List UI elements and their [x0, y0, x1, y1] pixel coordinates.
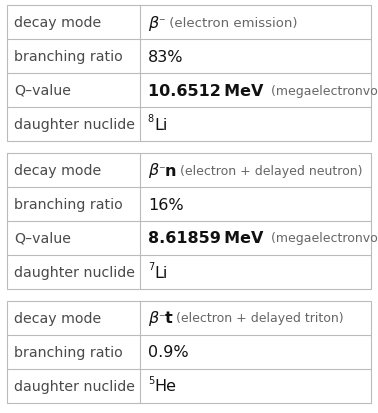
Text: Q–value: Q–value [14, 231, 71, 245]
Text: decay mode: decay mode [14, 164, 101, 178]
Text: β: β [148, 163, 158, 178]
Text: branching ratio: branching ratio [14, 345, 123, 359]
Text: daughter nuclide: daughter nuclide [14, 266, 135, 279]
Text: 10.6512 MeV: 10.6512 MeV [148, 83, 263, 98]
Text: branching ratio: branching ratio [14, 50, 123, 64]
Text: 0.9%: 0.9% [148, 345, 189, 360]
Bar [7, 301, 371, 403]
Text: Li: Li [154, 117, 167, 132]
Text: decay mode: decay mode [14, 311, 101, 325]
Text: β: β [148, 15, 158, 31]
Text: He: He [154, 379, 176, 394]
Text: ⁻: ⁻ [158, 17, 165, 29]
Text: decay mode: decay mode [14, 16, 101, 30]
Text: (electron emission): (electron emission) [165, 17, 297, 29]
Text: 5: 5 [148, 375, 154, 386]
Text: branching ratio: branching ratio [14, 197, 123, 211]
Text: (megaelectronvolts): (megaelectronvolts) [263, 232, 378, 245]
Bar [7, 154, 371, 289]
Text: ⁻: ⁻ [158, 164, 165, 177]
Text: ⁻: ⁻ [158, 312, 165, 325]
Text: (electron + delayed neutron): (electron + delayed neutron) [176, 164, 363, 177]
Text: daughter nuclide: daughter nuclide [14, 379, 135, 393]
Text: (electron + delayed triton): (electron + delayed triton) [172, 312, 344, 325]
Text: daughter nuclide: daughter nuclide [14, 118, 135, 132]
Text: 8.61859 MeV: 8.61859 MeV [148, 231, 263, 246]
Text: 7: 7 [148, 262, 154, 272]
Text: Li: Li [154, 265, 167, 280]
Text: 8: 8 [148, 114, 154, 124]
Text: β: β [148, 311, 158, 326]
Text: 83%: 83% [148, 50, 183, 64]
Text: t: t [165, 311, 172, 326]
Text: Q–value: Q–value [14, 84, 71, 98]
Text: 16%: 16% [148, 197, 183, 212]
Text: (megaelectronvolts): (megaelectronvolts) [263, 84, 378, 97]
Text: n: n [165, 163, 176, 178]
Bar [7, 6, 371, 142]
